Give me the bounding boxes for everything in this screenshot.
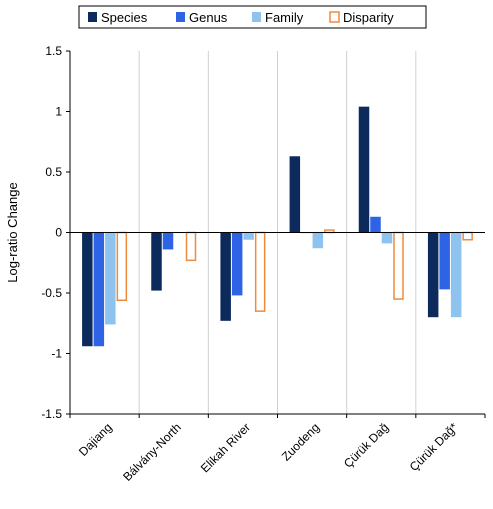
bar-disparity-0: [117, 233, 126, 301]
bar-genus-5: [439, 233, 450, 290]
bar-genus-2: [232, 233, 243, 296]
y-tick-label: -0.5: [41, 286, 62, 300]
y-tick-label: 1: [55, 105, 62, 119]
y-axis-title: Log-ratio Change: [5, 182, 20, 282]
x-tick-label: Çürük Dağ*: [407, 420, 461, 474]
bar-species-1: [151, 233, 162, 291]
bar-genus-0: [94, 233, 105, 347]
y-tick-label: -1.5: [41, 407, 62, 421]
y-tick-label: 0: [55, 226, 62, 240]
bar-family-4: [382, 233, 393, 244]
bar-disparity-1: [187, 233, 196, 261]
bar-genus-1: [163, 233, 174, 250]
bar-disparity-4: [394, 233, 403, 300]
legend-label-genus: Genus: [189, 10, 228, 25]
bar-species-2: [220, 233, 231, 321]
legend-swatch-species: [88, 12, 97, 22]
bar-disparity-5: [463, 233, 472, 240]
y-tick-label: 0.5: [45, 165, 62, 179]
legend: Species Genus Family Disparity: [79, 6, 426, 28]
x-tick-label: Zuodeng: [279, 420, 322, 463]
legend-swatch-disparity: [330, 12, 339, 22]
bar-species-0: [82, 233, 93, 347]
bar-genus-4: [370, 217, 381, 233]
x-tick-label: Elikah River: [198, 420, 253, 475]
legend-label-species: Species: [101, 10, 148, 25]
x-tick-label: Bálvány-North: [120, 420, 184, 484]
bar-disparity-2: [256, 233, 265, 312]
legend-label-family: Family: [265, 10, 304, 25]
bar-family-2: [243, 233, 254, 240]
x-tick-label: Çürük Dağ: [341, 420, 391, 470]
y-tick-label: -1: [51, 347, 62, 361]
bar-family-5: [451, 233, 462, 318]
bar-species-5: [428, 233, 439, 318]
legend-label-disparity: Disparity: [343, 10, 394, 25]
legend-swatch-family: [252, 12, 261, 22]
bar-species-3: [290, 156, 301, 232]
bar-species-4: [359, 107, 370, 233]
bar-family-3: [313, 233, 324, 249]
bar-family-0: [105, 233, 116, 325]
legend-swatch-genus: [176, 12, 185, 22]
x-tick-label: Dajiang: [76, 420, 115, 459]
y-tick-label: 1.5: [45, 44, 62, 58]
